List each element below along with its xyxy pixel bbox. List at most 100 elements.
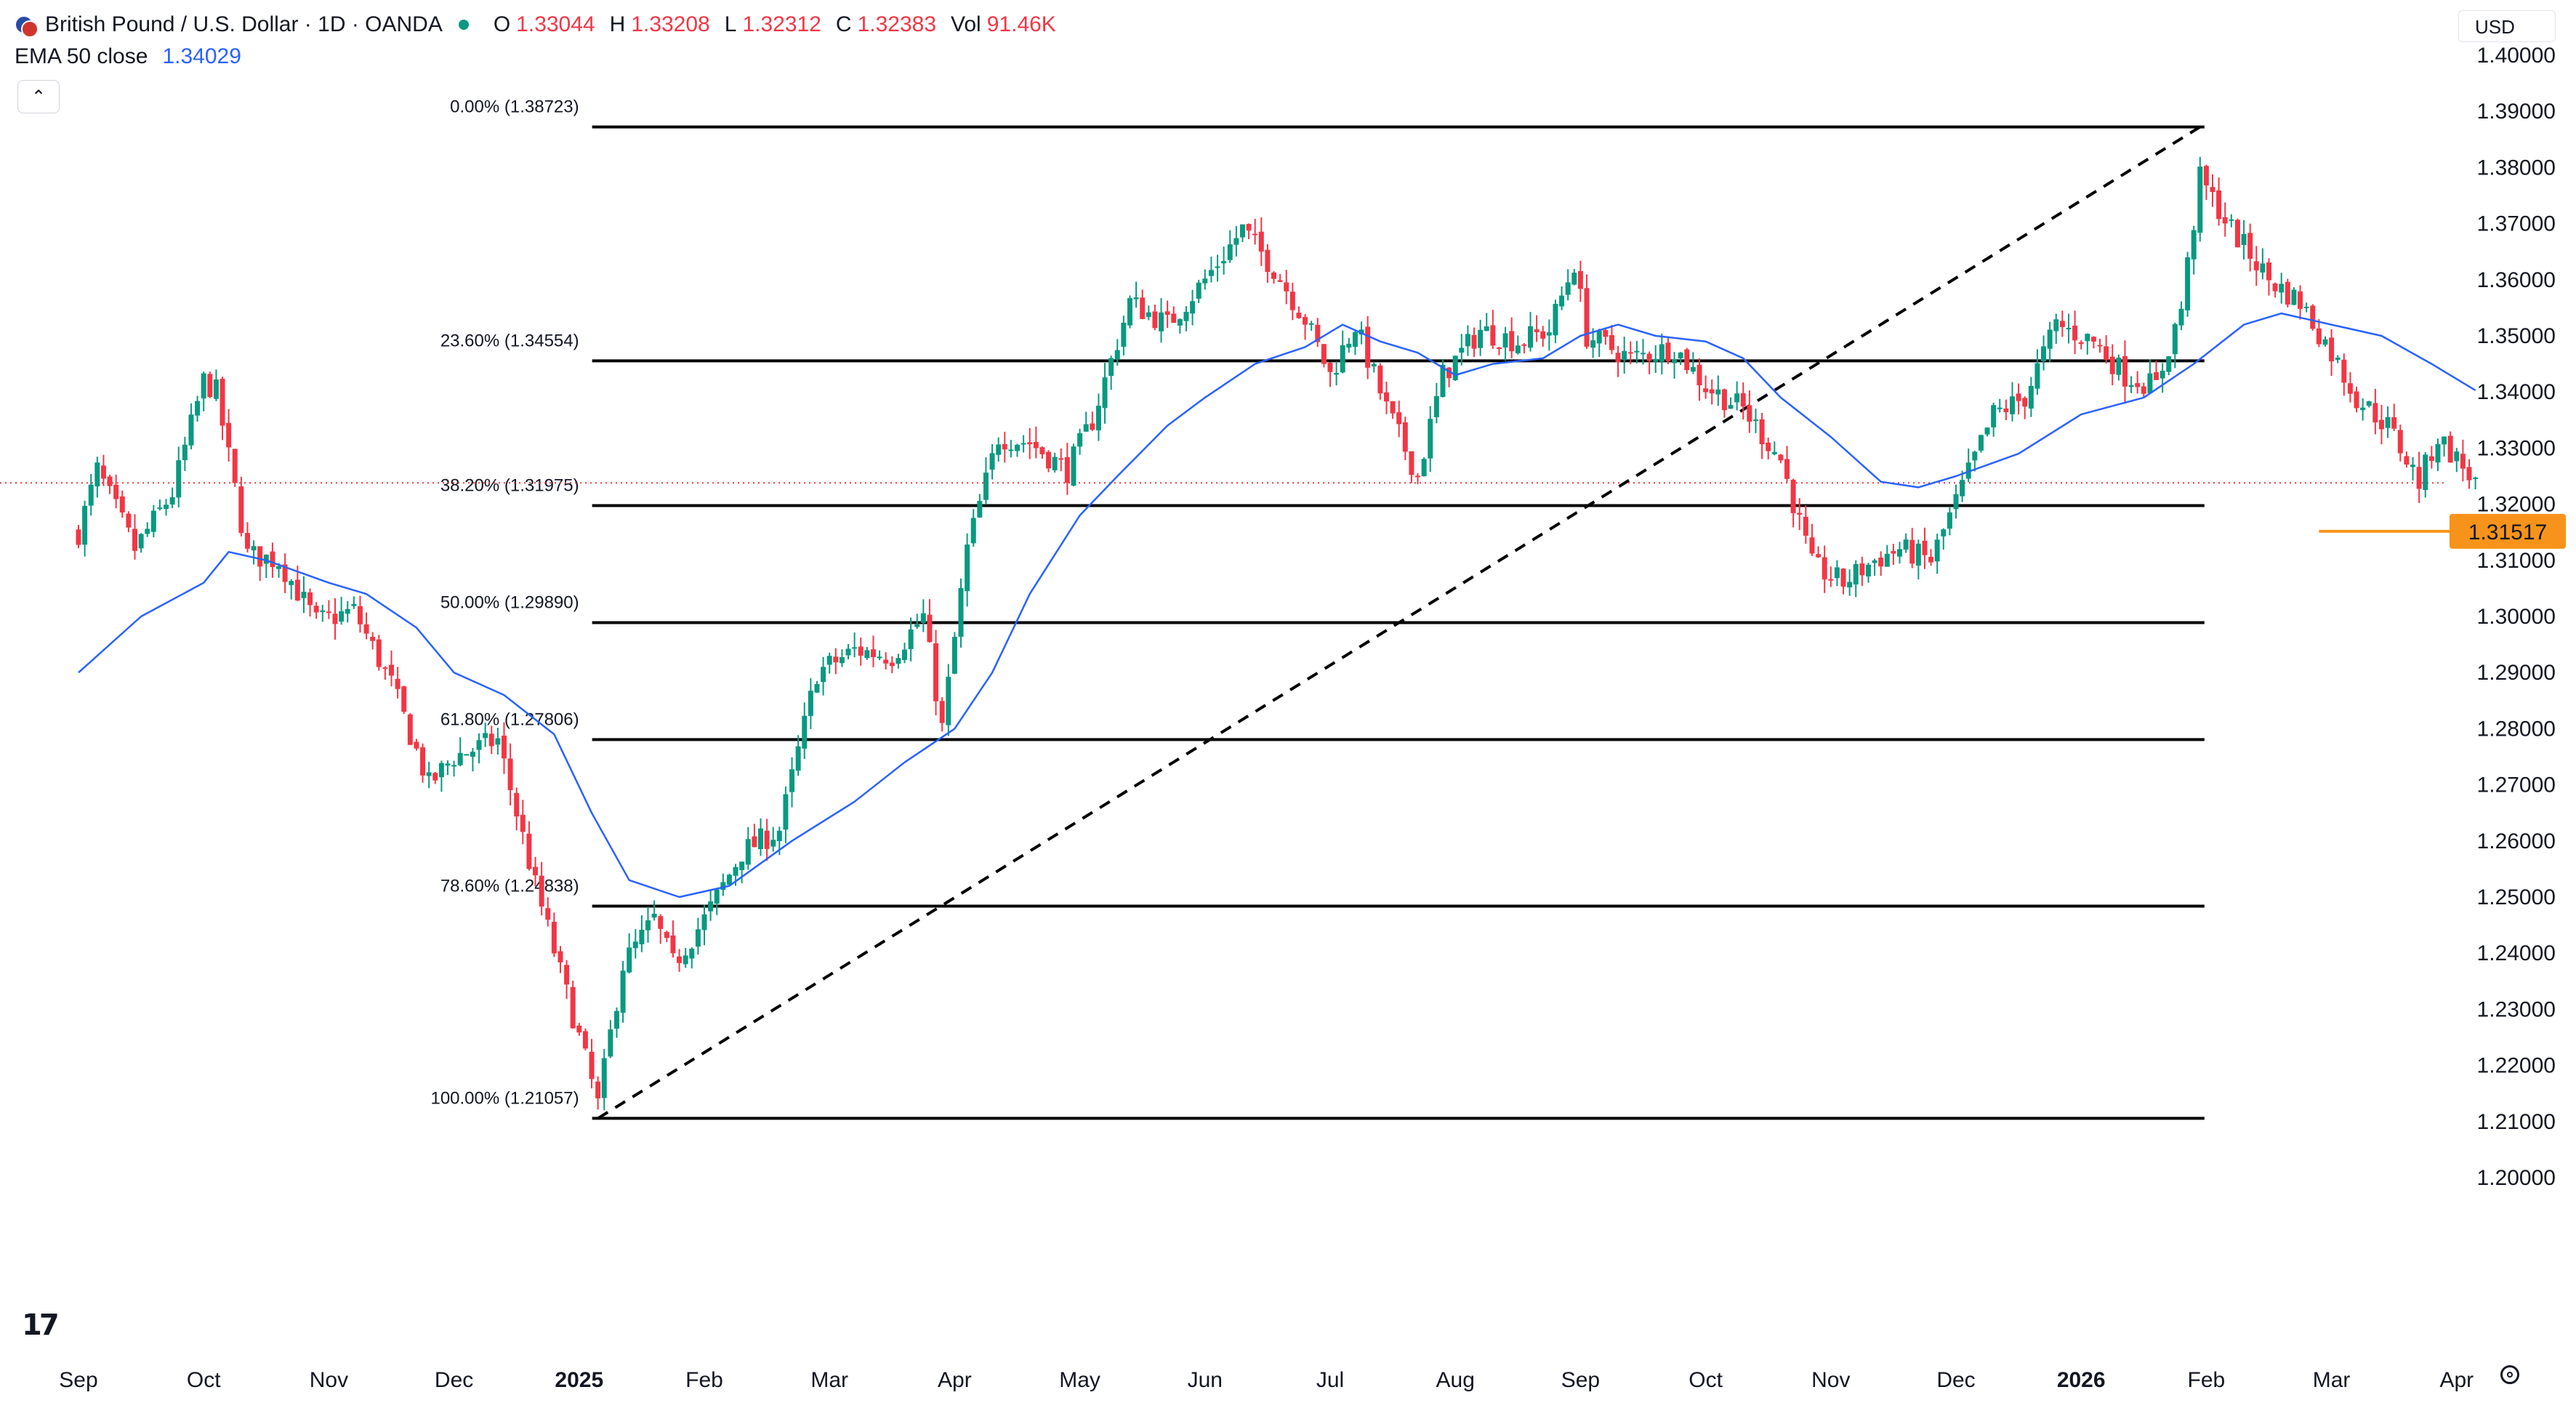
candle-body	[1646, 353, 1652, 361]
candle-body	[1915, 543, 1921, 566]
price-tick-label: 1.21000	[2477, 1110, 2556, 1134]
candle-body	[76, 529, 81, 545]
candle-body	[1609, 335, 1614, 350]
candle-body	[1690, 366, 1696, 372]
candle-body	[1246, 224, 1252, 231]
candle-body	[94, 462, 100, 487]
candle-body	[1953, 494, 1959, 510]
candle-body	[2034, 363, 2040, 389]
candle-body	[464, 754, 470, 756]
fib-level-label: 61.80% (1.27806)	[440, 709, 579, 729]
candle-body	[1303, 317, 1308, 325]
candle-body	[1452, 355, 1458, 381]
low-value: 1.32312	[742, 12, 821, 36]
candle-body	[1127, 298, 1132, 326]
price-tick-label: 1.22000	[2477, 1054, 2556, 1078]
candle-body	[996, 444, 1002, 455]
candle-body	[902, 649, 908, 660]
candle-body	[1159, 312, 1164, 331]
candle-body	[2397, 430, 2403, 454]
fib-trendline[interactable]	[597, 125, 2201, 1120]
gear-icon[interactable]	[2500, 1365, 2519, 1384]
collapse-legend-button[interactable]: ⌃	[17, 80, 60, 113]
time-tick-label: Dec	[435, 1368, 473, 1392]
candle-body	[2347, 383, 2353, 394]
candle-body	[689, 949, 695, 959]
candle-body	[939, 701, 945, 723]
candle-body	[983, 473, 989, 500]
candle-body	[845, 648, 851, 656]
ema-row[interactable]: EMA 50 close 1.34029	[15, 41, 1056, 73]
candle-body	[1296, 313, 1302, 318]
candle-body	[345, 608, 350, 614]
candle-body	[1972, 451, 1978, 461]
price-tick-label: 1.31000	[2477, 549, 2556, 573]
candle-body	[1208, 270, 1214, 276]
candle-body	[1665, 342, 1671, 362]
candle-body	[2116, 358, 2122, 375]
candle-body	[1321, 344, 1327, 364]
candle-body	[213, 379, 219, 399]
candle-body	[1828, 579, 1834, 581]
candle-body	[520, 814, 526, 832]
candle-body	[1271, 272, 1277, 279]
candle-body	[1740, 393, 1746, 407]
candle-body	[1396, 412, 1402, 425]
candle-body	[2185, 257, 2191, 310]
tradingview-logo[interactable]: 17	[22, 1309, 60, 1342]
time-tick-label: Sep	[1561, 1368, 1600, 1392]
candle-body	[401, 686, 407, 712]
fib-level-label: 100.00% (1.21057)	[430, 1088, 579, 1108]
candle-body	[2354, 391, 2359, 409]
open-value: 1.33044	[516, 12, 595, 36]
candle-body	[195, 401, 201, 416]
candle-body	[1627, 352, 1633, 354]
candle-body	[2272, 284, 2278, 292]
candle-body	[895, 658, 901, 664]
candle-body	[1284, 282, 1289, 292]
candle-body	[1383, 392, 1389, 402]
candle-body	[720, 882, 726, 891]
candle-body	[1540, 331, 1546, 339]
chevron-up-icon: ⌃	[31, 87, 47, 107]
candle-body	[708, 901, 714, 912]
candle-body	[301, 592, 307, 598]
candle-body	[438, 763, 444, 778]
candle-body	[2372, 403, 2378, 423]
symbol-row: British Pound / U.S. Dollar · 1D · OANDA…	[15, 9, 1056, 41]
candle-body	[382, 667, 388, 670]
candle-body	[1239, 224, 1245, 238]
candle-body	[2360, 407, 2366, 411]
candle-body	[1840, 568, 1846, 587]
currency-button[interactable]: USD	[2458, 10, 2556, 42]
candle-body	[2391, 417, 2397, 429]
candle-body	[883, 659, 889, 664]
candle-body	[1177, 319, 1183, 326]
symbol-title[interactable]: British Pound / U.S. Dollar · 1D · OANDA	[45, 12, 443, 36]
candle-body	[1421, 459, 1427, 477]
price-tick-label: 1.29000	[2477, 661, 2556, 685]
candle-body	[789, 769, 795, 792]
candle-body	[877, 656, 882, 659]
candle-body	[100, 465, 106, 479]
candle-body	[376, 639, 382, 667]
price-tag-box[interactable]	[2450, 513, 2566, 549]
candle-body	[1941, 529, 1947, 536]
candle-body	[1046, 451, 1052, 469]
candle-body	[1603, 330, 1609, 337]
candle-body	[977, 501, 983, 518]
price-tick-label: 1.39000	[2477, 100, 2556, 124]
candle-body	[2266, 262, 2271, 281]
candle-body	[558, 951, 563, 962]
candle-body	[2154, 372, 2160, 380]
candle-body	[1903, 539, 1909, 550]
candle-body	[1340, 345, 1345, 373]
candle-body	[1202, 278, 1208, 284]
candle-body	[289, 581, 294, 585]
ema-value: 1.34029	[162, 44, 241, 68]
candle-body	[1752, 419, 1758, 422]
candle-body	[764, 830, 770, 849]
candle-body	[1108, 358, 1114, 377]
